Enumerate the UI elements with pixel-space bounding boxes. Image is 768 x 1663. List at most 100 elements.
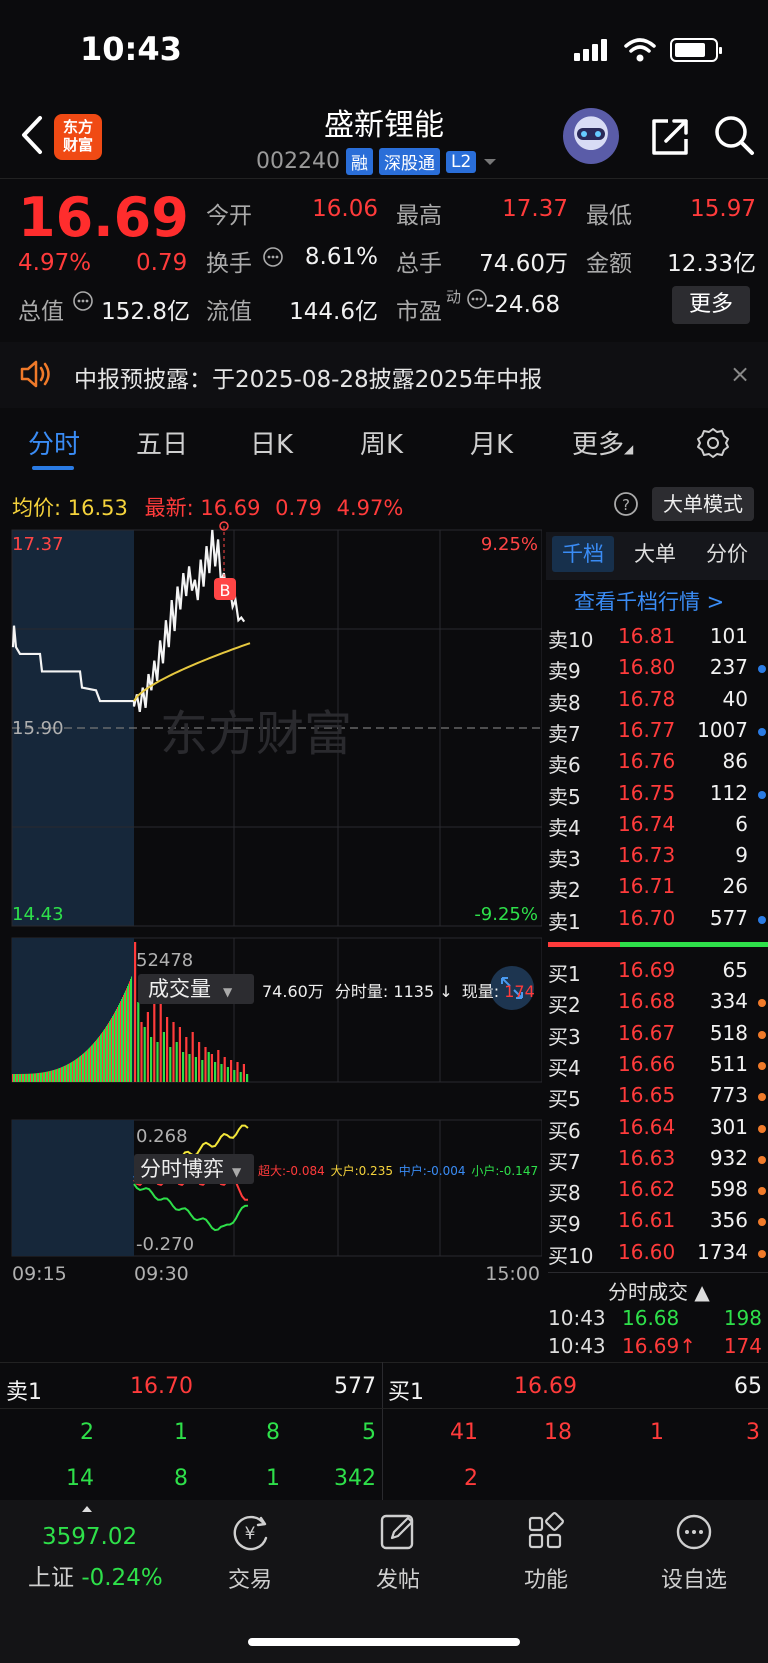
mktcap-value: 152.8亿 — [101, 299, 190, 325]
help-icon[interactable]: ? — [612, 490, 640, 518]
bid-row[interactable]: 买1 16.69 65 — [548, 958, 766, 989]
bottom-nav — [0, 1500, 768, 1663]
info-dots-icon[interactable] — [262, 246, 284, 268]
ask-row[interactable]: 卖9 16.80 237 — [548, 655, 766, 686]
intraday-chart[interactable]: 东方财富 17.37 9.25% 15.90 14.43 -9.25% B 52… — [0, 490, 542, 1336]
bid-row[interactable]: 买5 16.65 773 — [548, 1083, 766, 1114]
dropdown-icon — [484, 158, 497, 165]
game-pre-shade — [12, 1120, 134, 1256]
ask-row[interactable]: 卖2 16.71 26 — [548, 874, 766, 905]
large-order-dot-icon — [758, 665, 766, 674]
ask-row[interactable]: 卖10 16.81 101 — [548, 624, 766, 655]
game-selector[interactable]: 分时博弈 ▼ — [134, 1154, 254, 1184]
time-label-start: 09:30 — [134, 1263, 189, 1285]
close-icon[interactable]: × — [730, 360, 751, 388]
orderbook-price: 16.60 — [618, 1239, 676, 1264]
ask-row[interactable]: 卖4 16.74 6 — [548, 812, 766, 843]
tab-more[interactable]: 更多◢ — [572, 430, 634, 460]
bid-row[interactable]: 买4 16.66 511 — [548, 1052, 766, 1083]
home-indicator — [248, 1638, 520, 1646]
orderbook-price: 16.67 — [618, 1020, 676, 1045]
queue-order-size: 1 — [650, 1420, 664, 1445]
queue-order-size: 18 — [544, 1420, 572, 1445]
tab-intraday[interactable]: 分时 — [28, 430, 81, 460]
index-summary[interactable]: 上证 -0.24% — [28, 1565, 163, 1591]
low-label: 最低 — [586, 203, 632, 229]
trade-price: 16.69↑ — [622, 1334, 697, 1358]
chart-bottom-price: 14.43 — [12, 904, 64, 925]
queue-buy-label: 买1 — [388, 1380, 424, 1405]
large-order-dot-icon — [758, 1218, 766, 1227]
header-divider — [0, 178, 768, 179]
assistant-robot-icon[interactable] — [563, 108, 619, 164]
queue-buy-price: 16.69 — [514, 1374, 577, 1399]
trades-header[interactable]: 分时成交 ▲ — [608, 1280, 710, 1304]
search-icon[interactable] — [712, 113, 756, 157]
ask-row[interactable]: 卖5 16.75 112 — [548, 781, 766, 812]
nav-add-watchlist[interactable]: 设自选 — [634, 1512, 754, 1594]
back-button[interactable] — [18, 110, 48, 160]
nav-functions[interactable]: 功能 — [486, 1512, 606, 1594]
settings-gear-icon[interactable] — [696, 426, 730, 460]
bid-row[interactable]: 买7 16.63 932 — [548, 1146, 766, 1177]
tab-big-orders[interactable]: 大单 — [634, 542, 676, 566]
chart-bottom-percent: -9.25% — [474, 904, 538, 925]
orderbook-side: 卖5 — [548, 784, 581, 809]
bid-row[interactable]: 买2 16.68 334 — [548, 989, 766, 1020]
bid-row[interactable]: 买3 16.67 518 — [548, 1021, 766, 1052]
depth-link[interactable]: 查看千档行情 > — [574, 590, 725, 614]
orderbook-volume: 1734 — [697, 1239, 748, 1264]
info-dots-icon[interactable] — [466, 288, 488, 310]
bid-row[interactable]: 买9 16.61 356 — [548, 1208, 766, 1239]
ask-row[interactable]: 卖1 16.70 577 — [548, 906, 766, 937]
latest-change: 0.79 — [275, 496, 322, 520]
ask-row[interactable]: 卖6 16.76 86 — [548, 749, 766, 780]
orderbook-volume: 40 — [722, 686, 748, 711]
avg-value: 16.53 — [67, 496, 128, 520]
queue-order-size: 41 — [450, 1420, 478, 1445]
stock-code-row[interactable]: 002240 融 深股通 L2 — [256, 148, 498, 175]
tab-five-day[interactable]: 五日 — [136, 430, 189, 460]
info-dots-icon[interactable] — [72, 290, 94, 312]
bid-row[interactable]: 买8 16.62 598 — [548, 1177, 766, 1208]
ask-row[interactable]: 卖7 16.77 1007 — [548, 718, 766, 749]
orderbook-side: 买7 — [548, 1149, 581, 1174]
ask-row[interactable]: 卖3 16.73 9 — [548, 843, 766, 874]
orderbook-volume: 301 — [709, 1114, 748, 1139]
buy-marker[interactable] — [214, 578, 236, 600]
volume-selector[interactable]: 成交量 ▼ — [138, 974, 254, 1004]
bid-row[interactable]: 买6 16.64 301 — [548, 1115, 766, 1146]
nav-trade[interactable]: ¥ 交易 — [190, 1512, 310, 1594]
more-button[interactable]: 更多 — [672, 286, 750, 324]
bid-row[interactable]: 买10 16.60 1734 — [548, 1240, 766, 1271]
notice-bar[interactable] — [0, 342, 768, 408]
trade-row: 10:43 16.69↑ 174 — [548, 1334, 762, 1362]
orderbook-volume: 577 — [709, 905, 748, 930]
share-icon[interactable] — [648, 115, 692, 159]
change-amount: 0.79 — [136, 250, 188, 276]
orderbook-volume: 86 — [722, 749, 748, 774]
ask-row[interactable]: 卖8 16.78 40 — [548, 687, 766, 718]
float-label: 流值 — [206, 299, 252, 325]
orderbook-volume: 773 — [709, 1083, 748, 1108]
orderbook-price: 16.68 — [618, 989, 676, 1014]
index-value[interactable]: 3597.02 — [42, 1524, 138, 1550]
orderbook-price: 16.64 — [618, 1114, 676, 1139]
tab-level-depth[interactable]: 千档 — [552, 536, 614, 572]
index-collapse-icon[interactable] — [80, 1504, 94, 1514]
orderbook-volume: 9 — [735, 843, 748, 868]
orderbook-side: 卖6 — [548, 753, 581, 778]
queue-sell-label: 卖1 — [6, 1380, 42, 1405]
orderbook-volume: 237 — [709, 655, 748, 680]
nav-post[interactable]: 发帖 — [338, 1512, 458, 1594]
expand-button[interactable] — [490, 966, 534, 1010]
orderbook-price: 16.76 — [618, 749, 676, 774]
big-order-mode-button[interactable]: 大单模式 — [652, 487, 754, 521]
float-value: 144.6亿 — [289, 299, 378, 325]
tab-price-distribution[interactable]: 分价 — [706, 542, 748, 566]
orderbook-side: 买5 — [548, 1087, 581, 1112]
tab-monthly-k[interactable]: 月K — [470, 430, 514, 460]
tab-daily-k[interactable]: 日K — [250, 430, 294, 460]
orderbook-side: 卖7 — [548, 721, 581, 746]
tab-weekly-k[interactable]: 周K — [360, 430, 404, 460]
